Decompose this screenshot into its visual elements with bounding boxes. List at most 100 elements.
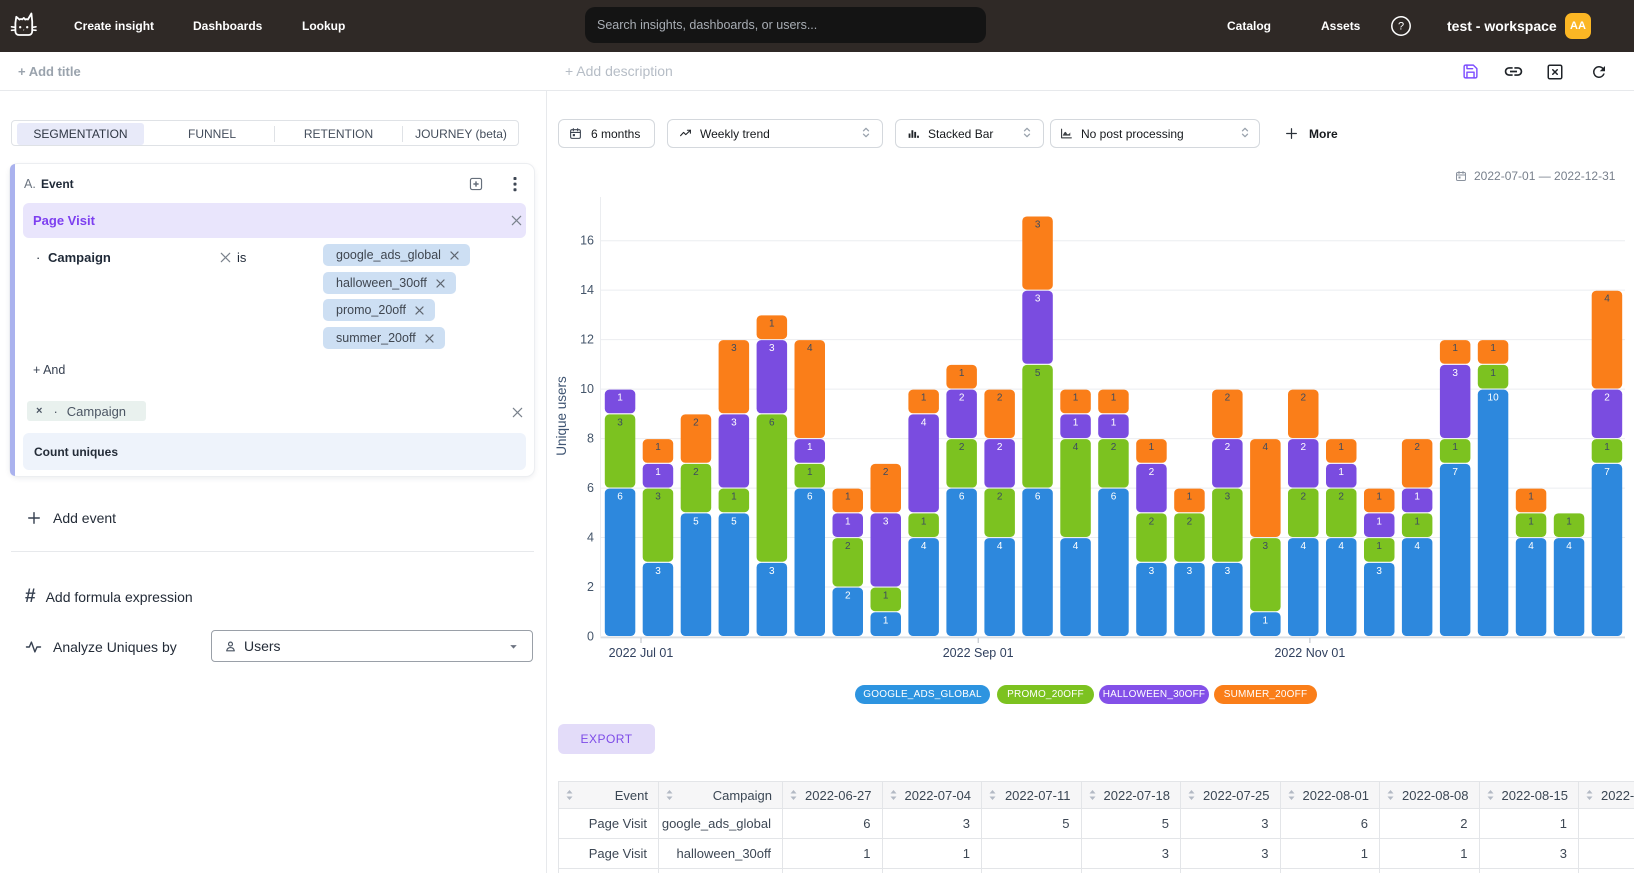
svg-text:6: 6 xyxy=(1111,492,1117,503)
svg-text:2: 2 xyxy=(693,467,699,478)
svg-text:1: 1 xyxy=(1073,417,1079,428)
svg-text:3: 3 xyxy=(731,343,737,354)
svg-text:2: 2 xyxy=(1301,393,1307,404)
svg-text:2: 2 xyxy=(997,393,1003,404)
svg-text:4: 4 xyxy=(1414,541,1420,552)
svg-text:1: 1 xyxy=(655,442,661,453)
svg-text:1: 1 xyxy=(1338,467,1344,478)
svg-text:5: 5 xyxy=(1035,368,1041,379)
svg-text:1: 1 xyxy=(1263,615,1269,626)
svg-text:3: 3 xyxy=(1225,492,1231,503)
svg-text:3: 3 xyxy=(1035,219,1041,230)
svg-text:2: 2 xyxy=(1414,442,1420,453)
svg-text:2: 2 xyxy=(1338,492,1344,503)
svg-text:7: 7 xyxy=(1452,467,1458,478)
svg-text:2: 2 xyxy=(845,591,851,602)
svg-text:1: 1 xyxy=(1604,442,1610,453)
svg-text:6: 6 xyxy=(1035,492,1041,503)
svg-text:2: 2 xyxy=(1149,467,1155,478)
svg-text:10: 10 xyxy=(1488,393,1500,404)
svg-text:1: 1 xyxy=(1149,442,1155,453)
svg-text:2: 2 xyxy=(883,467,889,478)
svg-text:12: 12 xyxy=(580,333,594,347)
svg-text:4: 4 xyxy=(921,417,927,428)
svg-text:3: 3 xyxy=(655,492,661,503)
svg-text:1: 1 xyxy=(1414,516,1420,527)
svg-text:16: 16 xyxy=(580,234,594,248)
svg-text:1: 1 xyxy=(1490,368,1496,379)
svg-text:4: 4 xyxy=(997,541,1003,552)
svg-text:1: 1 xyxy=(1073,393,1079,404)
svg-text:2: 2 xyxy=(1225,393,1231,404)
svg-text:6: 6 xyxy=(807,492,813,503)
svg-text:1: 1 xyxy=(883,591,889,602)
svg-text:4: 4 xyxy=(587,531,594,545)
svg-text:2022 Sep 01: 2022 Sep 01 xyxy=(943,646,1014,660)
svg-text:2022 Jul 01: 2022 Jul 01 xyxy=(609,646,674,660)
svg-text:1: 1 xyxy=(1528,516,1534,527)
svg-text:5: 5 xyxy=(693,516,699,527)
svg-text:0: 0 xyxy=(587,630,594,644)
svg-text:2: 2 xyxy=(1111,442,1117,453)
svg-text:2: 2 xyxy=(959,442,965,453)
svg-text:2: 2 xyxy=(997,492,1003,503)
svg-text:1: 1 xyxy=(1338,442,1344,453)
svg-text:4: 4 xyxy=(1528,541,1534,552)
svg-text:4: 4 xyxy=(921,541,927,552)
svg-text:4: 4 xyxy=(1604,294,1610,305)
svg-text:2: 2 xyxy=(959,393,965,404)
svg-text:2: 2 xyxy=(693,417,699,428)
svg-text:1: 1 xyxy=(769,318,775,329)
svg-text:7: 7 xyxy=(1604,467,1610,478)
svg-text:3: 3 xyxy=(1035,294,1041,305)
svg-text:3: 3 xyxy=(1452,368,1458,379)
svg-text:3: 3 xyxy=(883,516,889,527)
svg-text:1: 1 xyxy=(1187,492,1193,503)
svg-text:Unique users: Unique users xyxy=(554,376,569,456)
svg-text:4: 4 xyxy=(807,343,813,354)
svg-text:3: 3 xyxy=(1263,541,1269,552)
svg-text:1: 1 xyxy=(1452,442,1458,453)
svg-text:2: 2 xyxy=(1301,492,1307,503)
svg-text:1: 1 xyxy=(1111,417,1117,428)
svg-text:1: 1 xyxy=(1376,516,1382,527)
svg-text:10: 10 xyxy=(580,382,594,396)
svg-text:6: 6 xyxy=(769,417,775,428)
svg-text:6: 6 xyxy=(587,481,594,495)
svg-text:1: 1 xyxy=(1376,541,1382,552)
svg-text:1: 1 xyxy=(1452,343,1458,354)
svg-text:1: 1 xyxy=(807,442,813,453)
svg-text:3: 3 xyxy=(1149,566,1155,577)
svg-text:6: 6 xyxy=(959,492,965,503)
svg-text:8: 8 xyxy=(587,432,594,446)
svg-text:3: 3 xyxy=(655,566,661,577)
svg-text:3: 3 xyxy=(1187,566,1193,577)
svg-text:2022 Nov 01: 2022 Nov 01 xyxy=(1274,646,1345,660)
svg-text:2: 2 xyxy=(587,580,594,594)
svg-text:?: ? xyxy=(1398,21,1404,33)
svg-text:1: 1 xyxy=(845,492,851,503)
svg-text:2: 2 xyxy=(1187,516,1193,527)
svg-text:1: 1 xyxy=(1414,492,1420,503)
svg-text:4: 4 xyxy=(1338,541,1344,552)
svg-text:2: 2 xyxy=(997,442,1003,453)
svg-text:3: 3 xyxy=(769,566,775,577)
svg-text:1: 1 xyxy=(1528,492,1534,503)
svg-text:1: 1 xyxy=(845,516,851,527)
svg-text:3: 3 xyxy=(617,417,623,428)
svg-text:14: 14 xyxy=(580,283,594,297)
svg-text:1: 1 xyxy=(1566,516,1572,527)
svg-text:4: 4 xyxy=(1073,442,1079,453)
svg-text:4: 4 xyxy=(1263,442,1269,453)
svg-text:1: 1 xyxy=(807,467,813,478)
svg-text:6: 6 xyxy=(617,492,623,503)
svg-text:1: 1 xyxy=(1490,343,1496,354)
svg-text:1: 1 xyxy=(1376,492,1382,503)
svg-text:1: 1 xyxy=(1111,393,1117,404)
svg-text:3: 3 xyxy=(731,417,737,428)
svg-text:1: 1 xyxy=(959,368,965,379)
svg-text:1: 1 xyxy=(921,516,927,527)
svg-text:1: 1 xyxy=(617,393,623,404)
svg-text:3: 3 xyxy=(1376,566,1382,577)
svg-text:2: 2 xyxy=(845,541,851,552)
